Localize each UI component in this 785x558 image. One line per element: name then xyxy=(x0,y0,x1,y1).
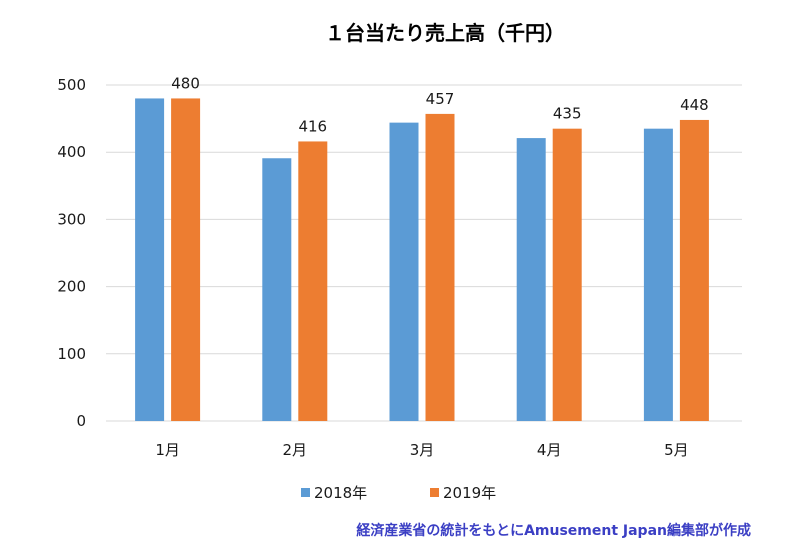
data-label: 448 xyxy=(680,96,709,114)
bar-2018 xyxy=(262,158,292,422)
bar-2018 xyxy=(389,122,419,421)
x-tick-label: 5月 xyxy=(664,441,689,459)
x-tick-label: 4月 xyxy=(537,441,562,459)
x-tick-label: 2月 xyxy=(283,441,308,459)
bar-2019 xyxy=(171,98,201,421)
bar-2019 xyxy=(425,113,455,422)
data-labels: 480 416 457 435 448 xyxy=(171,74,708,135)
bar-2018 xyxy=(643,128,673,421)
y-tick-label: 100 xyxy=(57,345,86,363)
y-tick-label: 0 xyxy=(76,412,86,430)
y-axis: 0 100 200 300 400 500 xyxy=(57,76,86,430)
bar-2019 xyxy=(679,119,709,421)
chart-title: １台当たり売上高（千円） xyxy=(325,21,565,45)
legend-label: 2019年 xyxy=(443,484,496,502)
x-tick-label: 3月 xyxy=(410,441,435,459)
source-note: 経済産業省の統計をもとにAmusement Japan編集部が作成 xyxy=(356,523,751,539)
data-label: 435 xyxy=(553,105,582,123)
legend-label: 2018年 xyxy=(314,484,367,502)
y-tick-label: 400 xyxy=(57,143,86,161)
legend: 2018年 2019年 xyxy=(301,484,496,502)
data-label: 480 xyxy=(171,74,200,92)
bars xyxy=(135,98,709,422)
y-tick-label: 300 xyxy=(57,210,86,228)
data-label: 416 xyxy=(298,117,327,135)
bar-2018 xyxy=(516,138,546,421)
legend-swatch xyxy=(430,488,439,497)
bar-2018 xyxy=(135,98,165,421)
bar-2019 xyxy=(298,141,328,421)
y-tick-label: 500 xyxy=(57,76,86,94)
x-tick-label: 1月 xyxy=(155,441,180,459)
legend-swatch xyxy=(301,488,310,497)
bar-2019 xyxy=(552,128,582,421)
data-label: 457 xyxy=(426,90,455,108)
gridlines xyxy=(106,84,742,422)
x-axis: 1月 2月 3月 4月 5月 xyxy=(155,441,688,459)
y-tick-label: 200 xyxy=(57,278,86,296)
